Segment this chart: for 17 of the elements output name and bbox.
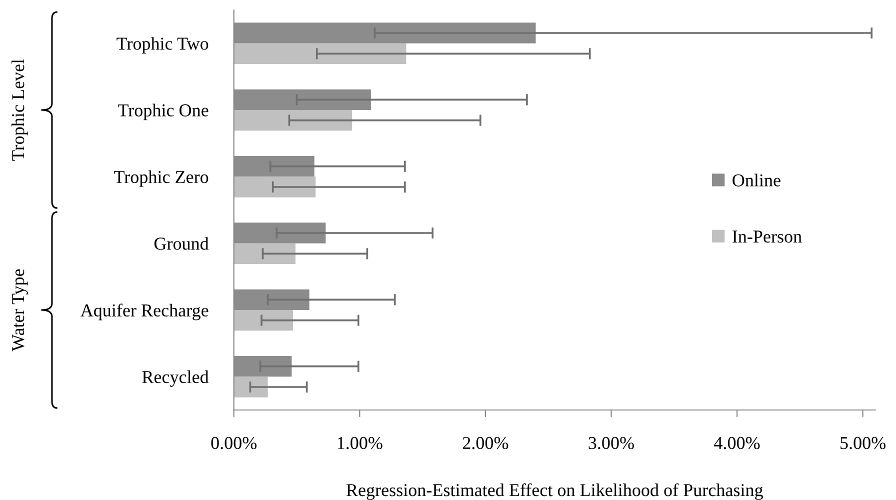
x-tick-label: 1.00% [338,436,382,450]
x-tick-label: 3.00% [588,436,634,450]
text: Trophic Level [12,59,28,161]
legend-label: Online [732,174,780,186]
x-tick-label: 5.00% [840,436,886,450]
text: Water Type [12,269,28,352]
y-tick-label: Recycled [142,370,209,387]
x-tick-label: 0.00% [211,436,257,450]
x-axis-title: Regression-Estimated Effect on Likelihood of Purchasing [346,483,763,500]
legend-label: In-Person [732,230,802,243]
y-tick-label: Ground [154,237,209,250]
x-tick-label: 4.00% [714,436,760,450]
y-tick-label: Aquifer Recharge [80,304,208,320]
y-tick-label: Trophic One [118,104,208,120]
x-tick-label: 2.00% [462,436,508,450]
y-tick-label: Trophic Zero [114,170,208,187]
y-tick-label: Trophic Two [116,37,208,54]
